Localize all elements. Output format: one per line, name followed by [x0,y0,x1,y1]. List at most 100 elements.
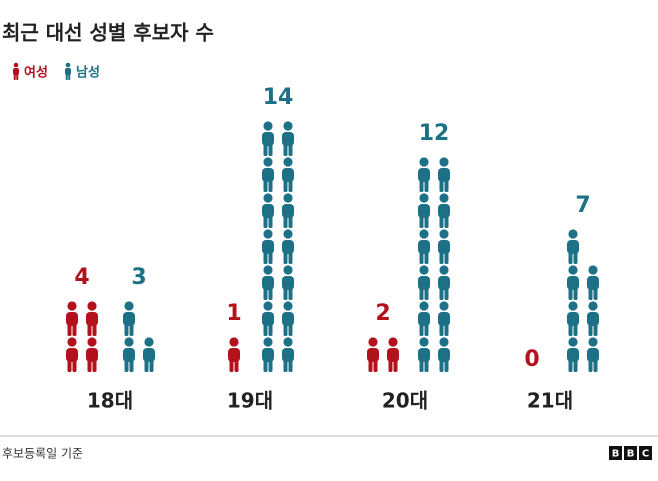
icon-head [87,337,97,347]
icon-leg [234,359,239,372]
icon-group [228,337,240,372]
icon-leg [268,143,273,156]
icon-leg [263,323,268,336]
icon-leg [283,359,288,372]
icon-leg [419,287,424,300]
icon-leg [263,179,268,192]
x-tick-label: 19대 [227,389,273,413]
icon-body [143,348,155,362]
x-tick-label: 18대 [87,389,133,413]
icon-leg [573,323,578,336]
icon-head [229,337,239,347]
icon-leg [87,323,92,336]
icon-body [418,204,430,218]
icon-leg [268,251,273,264]
icon-body [438,240,450,254]
icon-head [568,229,578,239]
icon-leg [288,251,293,264]
value-label: 0 [524,347,539,372]
icon-leg [283,251,288,264]
icon-head [283,121,293,131]
icon-body [66,312,78,326]
icon-head [439,301,449,311]
icon-leg [419,359,424,372]
logo-block [639,446,652,460]
icon-leg [593,323,598,336]
icon-leg [439,215,444,228]
icon-leg [588,287,593,300]
logo-letter: B [612,449,620,460]
value-label: 2 [375,301,390,326]
icon-leg [424,179,429,192]
icon-leg [67,323,72,336]
icon-leg [439,179,444,192]
icon-leg [439,359,444,372]
icon-leg [67,359,72,372]
icon-body [262,348,274,362]
icon-body [438,348,450,362]
icon-leg [568,287,573,300]
icon-leg [65,73,68,80]
icon-body [86,312,98,326]
icon-head [419,229,429,239]
x-tick-label: 21대 [527,389,573,413]
icon-body [587,312,599,326]
icon-body [567,312,579,326]
icon-body [13,68,19,75]
icon-leg [568,323,573,336]
icon-leg [393,359,398,372]
icon-leg [573,359,578,372]
icon-leg [424,359,429,372]
value-label: 14 [263,85,294,110]
icon-leg [444,323,449,336]
icon-leg [444,287,449,300]
logo-block [609,446,622,460]
source: 후보등록일 기준 [2,447,83,461]
icon-group [367,337,399,372]
icon-head [263,229,273,239]
icon-group [66,301,98,372]
icon-leg [439,323,444,336]
icon-head [439,193,449,203]
legend-label: 남성 [76,65,100,81]
icon-body [262,312,274,326]
icon-head [588,337,598,347]
icon-head [388,337,398,347]
icon-head [419,193,429,203]
icon-body [282,168,294,182]
icon-leg [419,215,424,228]
icon-leg [144,359,149,372]
icon-head [419,265,429,275]
icon-head [439,157,449,167]
icon-leg [424,251,429,264]
icon-leg [439,287,444,300]
icon-head [419,337,429,347]
icon-leg [424,287,429,300]
icon-body [567,240,579,254]
icon-body [387,348,399,362]
x-tick-label: 20대 [382,389,428,413]
icon-leg [263,143,268,156]
icon-body [367,348,379,362]
icon-head [568,337,578,347]
icon-leg [593,287,598,300]
icon-body [123,348,135,362]
icon-head [263,121,273,131]
icon-body [587,276,599,290]
logo-letter: C [642,449,649,460]
icon-head [283,337,293,347]
icon-leg [573,251,578,264]
icon-body [282,204,294,218]
icon-body [262,132,274,146]
icon-leg [288,359,293,372]
icon-leg [72,323,77,336]
icon-body [262,240,274,254]
icon-head [568,301,578,311]
icon-head [87,301,97,311]
icon-body [123,312,135,326]
icon-leg [13,73,16,80]
icon-leg [129,359,134,372]
icon-leg [593,359,598,372]
icon-leg [268,359,273,372]
icon-leg [68,73,71,80]
